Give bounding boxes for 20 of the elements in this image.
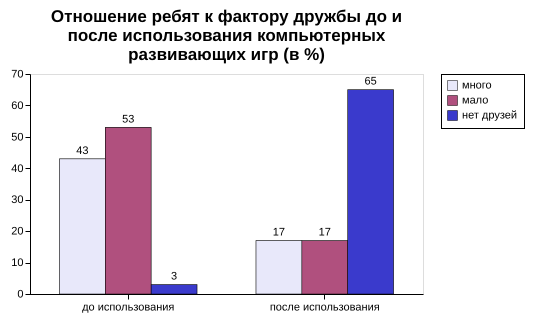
chart-title: Отношение ребят к фактору дружбы до и после использования компьютерных развивающих игр (в %) [50, 7, 402, 64]
legend-label: нет друзей [462, 110, 518, 122]
legend-label: много [462, 80, 492, 92]
y-tick-label: 0 [17, 288, 24, 300]
y-tick-label: 50 [11, 131, 24, 144]
data-label: 43 [76, 144, 89, 157]
x-tick-label: до использования [82, 302, 174, 314]
x-tick-label: после использования [270, 302, 380, 314]
y-tick-label: 30 [11, 194, 24, 206]
data-label: 17 [272, 226, 286, 239]
y-tick-label: 10 [11, 257, 24, 270]
y-tick-label: 60 [11, 100, 24, 112]
data-label: 65 [364, 76, 377, 88]
data-label: 53 [122, 113, 134, 126]
y-tick-label: 70 [11, 68, 24, 80]
data-label: 17 [318, 226, 331, 239]
y-tick-label: 40 [11, 162, 24, 175]
data-label: 3 [171, 270, 178, 283]
y-tick-label: 20 [11, 226, 24, 238]
legend-label: мало [462, 94, 488, 106]
